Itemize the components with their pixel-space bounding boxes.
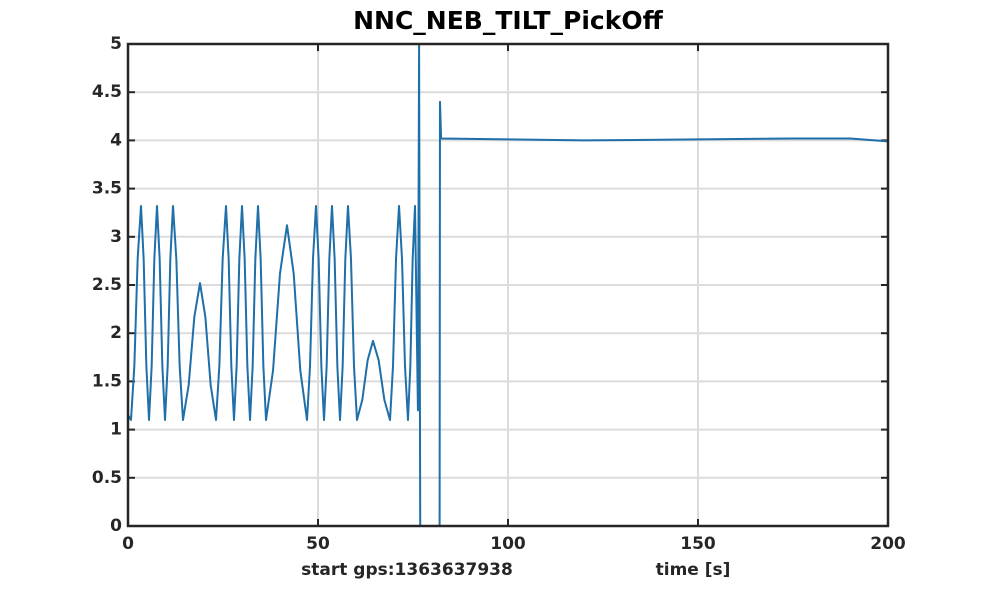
y-tick-label: 5 [110,34,122,54]
x-tick-label: 50 [306,534,330,554]
y-tick-label: 0.5 [92,468,122,488]
chart-title: NNC_NEB_TILT_PickOff [353,6,664,35]
y-tick-label: 2 [110,323,122,343]
y-tick-label: 4.5 [92,82,122,102]
y-tick-label: 2.5 [92,275,122,295]
annotation: start gps:1363637938 [301,560,513,580]
x-tick-label: 200 [870,534,906,554]
y-tick-label: 3.5 [92,179,122,199]
y-tick-label: 0 [110,516,122,536]
x-tick-label: 0 [122,534,134,554]
y-tick-label: 1.5 [92,371,122,391]
x-axis-label: time [s] [656,560,731,580]
axes-box [126,42,890,528]
x-tick-label: 100 [490,534,526,554]
data-line [127,43,889,527]
y-tick-label: 1 [110,420,122,440]
x-tick-label: 150 [680,534,716,554]
y-tick-label: 3 [110,227,122,247]
y-tick-label: 4 [110,130,122,150]
